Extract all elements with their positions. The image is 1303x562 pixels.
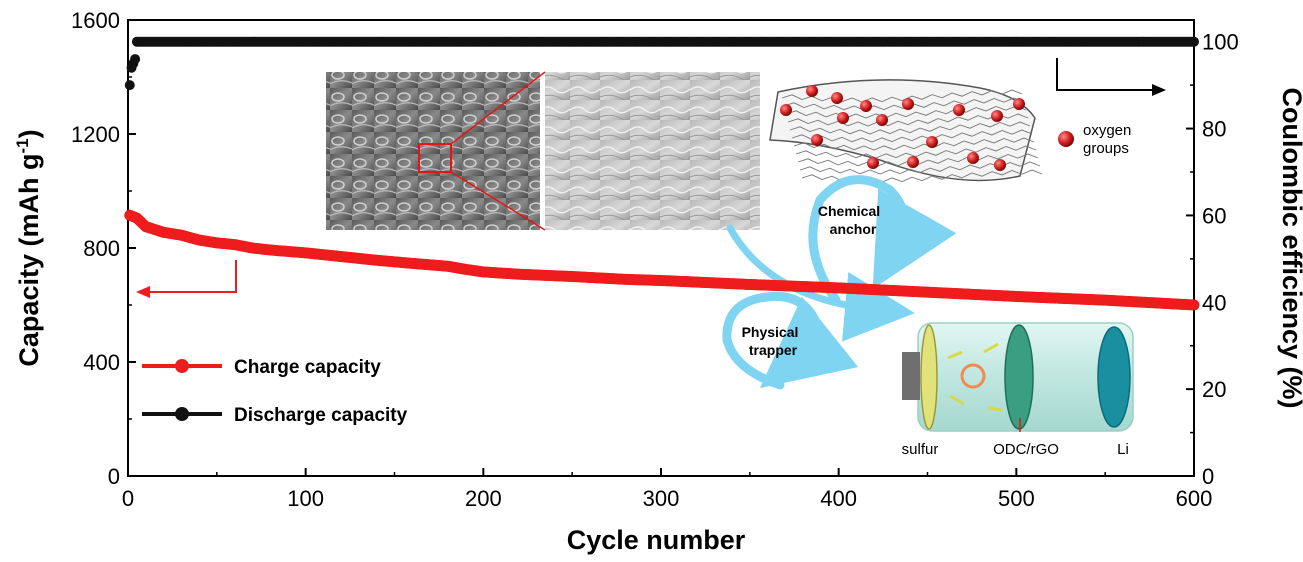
y-axis-left: 0 400 800 1200 1600 <box>71 8 136 489</box>
physical-trapper-label1: Physical <box>742 324 799 340</box>
oxygen-label-line1: oxygen <box>1083 122 1131 139</box>
oxygen-legend-ball <box>1058 131 1074 147</box>
x-tick-label: 0 <box>122 486 134 511</box>
oxygen-label-line2: groups <box>1083 140 1129 157</box>
y-left-tick-label: 1600 <box>71 8 120 33</box>
discharge-capacity-point <box>124 80 135 91</box>
battery-cell-illustration: sulfur ODC/rGO Li <box>902 322 1134 458</box>
legend-discharge-label: Discharge capacity <box>234 405 408 426</box>
oxygen-group-ball <box>1013 98 1025 110</box>
oxygen-group-ball <box>926 136 938 148</box>
graphene-lattice-line <box>795 145 1037 159</box>
x-tick-label: 400 <box>820 486 857 511</box>
x-axis-title: Cycle number <box>567 525 746 555</box>
x-tick-label: 100 <box>287 486 324 511</box>
chemical-anchor-label1: Chemical <box>818 203 880 219</box>
zoom-line-bottom <box>450 171 546 231</box>
graphene-sheet-illustration: oxygen groups <box>769 79 1131 183</box>
legend-discharge-marker <box>175 407 189 421</box>
polysulfide-1 <box>947 350 963 360</box>
sulfur-cathode <box>920 324 938 430</box>
physical-trapper-label2: trapper <box>749 342 798 358</box>
x-axis: 0 100 200 300 400 500 600 <box>122 468 1212 511</box>
physical-trapper-arrow <box>722 291 859 390</box>
y-right-tick-label: 0 <box>1202 464 1214 489</box>
shuttle-icon <box>960 363 986 389</box>
y-left-tick-label: 0 <box>108 464 120 489</box>
oxygen-group-ball <box>806 85 818 97</box>
oxygen-group-ball <box>967 152 979 164</box>
y-left-tick-label: 1200 <box>71 122 120 147</box>
legend-charge-marker <box>175 359 189 373</box>
y-axis-right-title: Coulombic efficiency (%) <box>1277 87 1303 408</box>
x-tick-label: 500 <box>998 486 1035 511</box>
oxygen-group-ball <box>953 104 965 116</box>
cell-label-odc-rgo: ODC/rGO <box>993 441 1059 458</box>
graphene-lattice-line <box>789 121 1031 135</box>
oxygen-group-ball <box>837 112 849 124</box>
charge-capacity-point <box>1188 299 1200 311</box>
sem-image-high-mag <box>545 72 760 230</box>
oxygen-group-ball <box>831 92 843 104</box>
graphene-lattice-line <box>783 97 1025 111</box>
y-right-tick-label: 20 <box>1202 377 1226 402</box>
polysulfide-2 <box>983 342 999 354</box>
polysulfide-4 <box>987 406 1003 412</box>
mechanism-arrows: Chemical anchor Physical trapper <box>722 175 957 390</box>
x-tick-label: 200 <box>465 486 502 511</box>
x-tick-label: 600 <box>1176 486 1213 511</box>
li-anode <box>1097 326 1131 428</box>
y-right-tick-label: 80 <box>1202 117 1226 142</box>
discharge-capacity-point <box>130 54 141 65</box>
graphene-lattice-line <box>781 89 1023 103</box>
y-axis-right: 0 20 40 60 80 100 <box>1186 30 1239 489</box>
zoom-line-top <box>450 71 546 145</box>
series-discharge-capacity <box>124 36 1199 91</box>
oxygen-group-ball <box>860 100 872 112</box>
polysulfide-3 <box>949 394 965 406</box>
legend-charge-label: Charge capacity <box>234 357 381 378</box>
y-right-tick-label: 60 <box>1202 203 1226 228</box>
series-charge-capacity <box>124 209 1200 311</box>
sem-image-low-mag <box>326 72 540 230</box>
oxygen-group-ball <box>876 114 888 126</box>
left-axis-pointer <box>136 260 237 298</box>
chemical-anchor-label2: anchor <box>830 221 877 237</box>
y-left-tick-label: 800 <box>83 236 120 261</box>
oxygen-group-ball <box>811 134 823 146</box>
y-left-tick-label: 400 <box>83 350 120 375</box>
odc-rgo-interlayer <box>1004 324 1034 430</box>
cell-label-li: Li <box>1117 441 1129 458</box>
oxygen-group-ball <box>907 156 919 168</box>
y-right-tick-label: 40 <box>1202 290 1226 315</box>
oxygen-group-ball <box>902 98 914 110</box>
right-axis-pointer <box>1056 58 1166 96</box>
sem-zoom-box <box>418 143 452 173</box>
chemical-anchor-arrow <box>808 175 957 305</box>
graphene-lattice-line <box>793 137 1035 151</box>
oxygen-group-ball <box>867 157 879 169</box>
oxygen-group-ball <box>991 110 1003 122</box>
graphene-lattice-line <box>785 105 1027 119</box>
cell-label-sulfur: sulfur <box>902 441 939 458</box>
y-axis-left-title: Capacity (mAh g-1) <box>13 129 44 366</box>
sem-images-inset <box>326 71 760 231</box>
graphene-lattice-line <box>787 113 1029 127</box>
graphene-lattice-line <box>791 129 1033 143</box>
discharge-capacity-point <box>1189 36 1199 47</box>
x-tick-label: 300 <box>643 486 680 511</box>
oxygen-group-ball <box>994 159 1006 171</box>
y-right-tick-label: 100 <box>1202 30 1239 55</box>
oxygen-group-ball <box>780 104 792 116</box>
legend: Charge capacity Discharge capacity <box>142 357 408 426</box>
cell-terminal <box>902 352 920 400</box>
